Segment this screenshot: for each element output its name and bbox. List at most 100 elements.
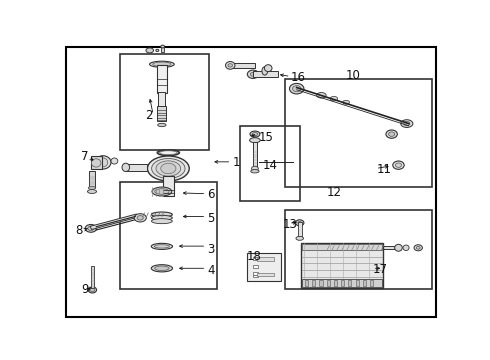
Ellipse shape: [161, 163, 176, 174]
Bar: [334, 280, 337, 286]
Bar: [253, 272, 258, 275]
Ellipse shape: [153, 62, 171, 67]
Bar: [356, 280, 359, 286]
Ellipse shape: [290, 84, 304, 94]
Ellipse shape: [134, 214, 147, 222]
Ellipse shape: [330, 96, 338, 101]
Ellipse shape: [293, 86, 301, 92]
Ellipse shape: [90, 288, 95, 292]
Bar: [319, 280, 322, 286]
Bar: [157, 107, 167, 121]
Bar: [247, 253, 281, 281]
Ellipse shape: [151, 219, 172, 224]
Bar: [163, 176, 173, 195]
Ellipse shape: [416, 246, 420, 249]
Ellipse shape: [151, 212, 172, 217]
Ellipse shape: [394, 244, 402, 251]
Bar: [120, 182, 217, 288]
Ellipse shape: [247, 70, 259, 78]
Bar: [348, 280, 351, 286]
Bar: [301, 243, 383, 288]
Ellipse shape: [386, 130, 397, 138]
Bar: [341, 280, 344, 286]
Ellipse shape: [395, 163, 401, 167]
Ellipse shape: [155, 189, 169, 194]
Bar: [253, 72, 278, 77]
Bar: [89, 171, 96, 187]
Text: 14: 14: [263, 159, 277, 172]
Text: 15: 15: [258, 131, 273, 144]
Ellipse shape: [262, 67, 268, 75]
Ellipse shape: [88, 226, 94, 231]
Text: 1: 1: [233, 156, 241, 169]
Ellipse shape: [151, 215, 172, 220]
Text: 4: 4: [207, 264, 215, 277]
Ellipse shape: [149, 61, 174, 67]
Ellipse shape: [151, 243, 172, 249]
Bar: [253, 257, 258, 260]
Text: 3: 3: [207, 243, 215, 256]
Ellipse shape: [343, 100, 349, 104]
Text: 17: 17: [372, 262, 388, 276]
Text: 7: 7: [81, 150, 89, 163]
Bar: [253, 141, 257, 167]
Ellipse shape: [88, 287, 97, 293]
Text: 9: 9: [81, 283, 89, 296]
Ellipse shape: [389, 132, 394, 136]
Ellipse shape: [414, 245, 422, 251]
Bar: [319, 246, 395, 249]
Bar: [298, 222, 302, 237]
Text: 5: 5: [207, 212, 215, 225]
Text: 11: 11: [376, 163, 392, 176]
Bar: [240, 126, 300, 201]
Ellipse shape: [160, 151, 177, 155]
Bar: [126, 164, 147, 171]
Text: 18: 18: [246, 249, 262, 262]
Bar: [302, 279, 382, 287]
Ellipse shape: [161, 45, 165, 48]
Text: 13: 13: [283, 218, 297, 231]
Ellipse shape: [111, 158, 118, 164]
Bar: [91, 266, 94, 288]
Ellipse shape: [156, 49, 159, 51]
Bar: [157, 66, 167, 93]
Bar: [90, 214, 138, 229]
Bar: [253, 275, 258, 278]
Text: 12: 12: [327, 186, 342, 199]
Ellipse shape: [151, 265, 172, 272]
Ellipse shape: [265, 65, 272, 72]
Text: 6: 6: [207, 188, 215, 201]
Text: 2: 2: [145, 109, 152, 122]
Text: 8: 8: [75, 224, 82, 237]
Ellipse shape: [251, 170, 259, 173]
Bar: [327, 280, 330, 286]
Ellipse shape: [154, 245, 170, 248]
Ellipse shape: [403, 245, 409, 251]
Ellipse shape: [228, 64, 233, 67]
Bar: [370, 280, 373, 286]
Bar: [228, 63, 255, 68]
Ellipse shape: [146, 48, 153, 53]
Ellipse shape: [296, 237, 303, 240]
Ellipse shape: [306, 246, 310, 249]
Ellipse shape: [252, 132, 258, 136]
Ellipse shape: [87, 190, 97, 193]
Bar: [363, 280, 366, 286]
Bar: [253, 265, 258, 268]
Ellipse shape: [298, 221, 302, 224]
Bar: [257, 257, 274, 261]
Bar: [312, 280, 315, 286]
Ellipse shape: [295, 220, 304, 226]
Bar: [285, 210, 432, 288]
Ellipse shape: [250, 72, 256, 76]
Ellipse shape: [312, 246, 318, 250]
Ellipse shape: [225, 62, 235, 69]
Ellipse shape: [404, 121, 410, 126]
Ellipse shape: [393, 161, 404, 169]
Bar: [91, 156, 101, 169]
Bar: [257, 273, 274, 276]
Ellipse shape: [95, 156, 111, 169]
Ellipse shape: [309, 244, 320, 252]
Ellipse shape: [85, 225, 97, 232]
Ellipse shape: [401, 120, 413, 127]
